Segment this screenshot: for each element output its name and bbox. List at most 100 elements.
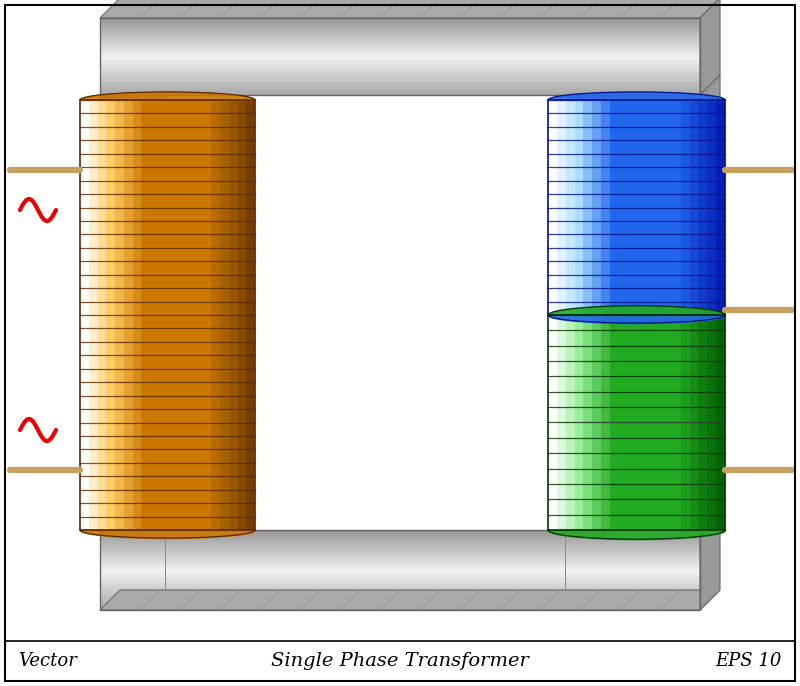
Polygon shape	[100, 43, 700, 45]
Polygon shape	[574, 167, 583, 180]
Polygon shape	[185, 207, 194, 221]
Polygon shape	[246, 154, 255, 167]
Polygon shape	[698, 154, 707, 167]
Polygon shape	[165, 597, 565, 603]
Polygon shape	[610, 392, 619, 407]
Polygon shape	[610, 346, 619, 361]
Polygon shape	[100, 34, 700, 35]
Polygon shape	[707, 100, 716, 113]
Polygon shape	[211, 423, 220, 436]
Polygon shape	[681, 499, 690, 514]
Polygon shape	[150, 369, 158, 382]
Polygon shape	[690, 167, 698, 180]
Polygon shape	[646, 407, 654, 423]
Polygon shape	[238, 274, 246, 288]
Polygon shape	[654, 499, 663, 514]
Polygon shape	[100, 598, 700, 600]
Polygon shape	[610, 469, 619, 484]
Polygon shape	[628, 127, 637, 141]
Polygon shape	[158, 207, 167, 221]
Polygon shape	[220, 288, 229, 302]
Polygon shape	[628, 377, 637, 392]
Polygon shape	[124, 490, 133, 503]
Polygon shape	[238, 302, 246, 315]
Polygon shape	[592, 453, 601, 469]
Polygon shape	[628, 499, 637, 514]
Polygon shape	[654, 100, 663, 113]
Polygon shape	[637, 514, 646, 530]
Polygon shape	[246, 261, 255, 274]
Polygon shape	[681, 207, 690, 221]
Polygon shape	[628, 248, 637, 261]
Polygon shape	[150, 154, 158, 167]
Polygon shape	[124, 396, 133, 409]
Polygon shape	[690, 235, 698, 248]
Polygon shape	[100, 161, 165, 171]
Polygon shape	[100, 247, 165, 258]
Polygon shape	[100, 475, 165, 486]
Polygon shape	[202, 207, 211, 221]
Polygon shape	[246, 369, 255, 382]
Polygon shape	[100, 269, 165, 280]
Polygon shape	[716, 331, 725, 346]
Polygon shape	[106, 342, 115, 355]
Polygon shape	[672, 331, 681, 346]
Polygon shape	[124, 274, 133, 288]
Polygon shape	[220, 180, 229, 194]
Polygon shape	[89, 476, 98, 490]
Polygon shape	[548, 274, 557, 288]
Polygon shape	[601, 141, 610, 154]
Polygon shape	[80, 396, 89, 409]
Polygon shape	[100, 74, 700, 75]
Polygon shape	[548, 346, 557, 361]
Polygon shape	[566, 407, 574, 423]
Polygon shape	[592, 141, 601, 154]
Polygon shape	[229, 221, 238, 235]
Polygon shape	[89, 503, 98, 517]
Polygon shape	[142, 127, 150, 141]
Polygon shape	[548, 423, 557, 438]
Polygon shape	[220, 476, 229, 490]
Polygon shape	[246, 449, 255, 463]
Polygon shape	[574, 331, 583, 346]
Polygon shape	[681, 248, 690, 261]
Polygon shape	[601, 331, 610, 346]
Polygon shape	[89, 490, 98, 503]
Polygon shape	[133, 194, 142, 207]
Polygon shape	[663, 392, 672, 407]
Polygon shape	[707, 407, 716, 423]
Polygon shape	[707, 438, 716, 453]
Polygon shape	[133, 423, 142, 436]
Polygon shape	[100, 536, 700, 538]
Polygon shape	[672, 248, 681, 261]
Polygon shape	[707, 248, 716, 261]
Polygon shape	[220, 167, 229, 180]
Polygon shape	[548, 377, 557, 392]
Polygon shape	[185, 274, 194, 288]
Polygon shape	[548, 302, 557, 315]
Polygon shape	[98, 221, 106, 235]
Polygon shape	[663, 453, 672, 469]
Polygon shape	[565, 356, 700, 367]
Polygon shape	[548, 113, 557, 127]
Polygon shape	[654, 315, 663, 331]
Polygon shape	[637, 346, 646, 361]
Polygon shape	[158, 141, 167, 154]
Polygon shape	[89, 113, 98, 127]
Polygon shape	[176, 100, 185, 113]
Polygon shape	[238, 180, 246, 194]
Polygon shape	[583, 361, 592, 377]
Polygon shape	[619, 180, 628, 194]
Polygon shape	[566, 194, 574, 207]
Polygon shape	[574, 127, 583, 141]
Polygon shape	[133, 127, 142, 141]
Polygon shape	[646, 261, 654, 274]
Polygon shape	[698, 453, 707, 469]
Polygon shape	[628, 423, 637, 438]
Polygon shape	[690, 438, 698, 453]
Polygon shape	[238, 288, 246, 302]
Polygon shape	[637, 194, 646, 207]
Polygon shape	[133, 503, 142, 517]
Polygon shape	[158, 355, 167, 369]
Polygon shape	[672, 469, 681, 484]
